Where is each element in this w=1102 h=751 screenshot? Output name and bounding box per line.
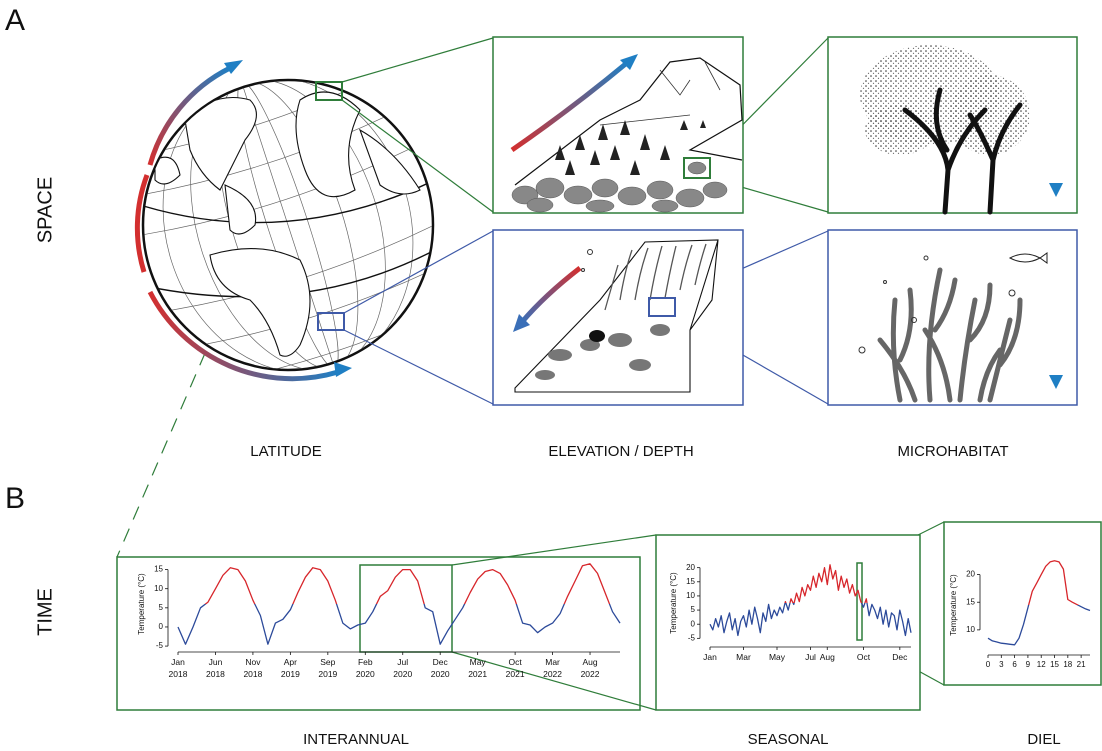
- y-axis-label: Temperature (°C): [669, 572, 678, 634]
- y-tick-label: 0: [691, 619, 696, 628]
- figure: A B SPACE TIME: [0, 0, 1102, 751]
- microhabitat-tree: [828, 37, 1077, 213]
- panel-label: A: [5, 4, 25, 37]
- x-tick-label: 21: [1077, 660, 1086, 669]
- microhabitat-seaweed: [828, 230, 1077, 405]
- x-tick-label: Feb 2020: [349, 656, 381, 680]
- y-tick-label: 5: [159, 603, 164, 612]
- y-axis-label: Temperature (°C): [949, 574, 958, 636]
- y-tick-label: -5: [156, 641, 164, 650]
- x-tick-label: Dec 2020: [424, 656, 456, 680]
- caption: ELEVATION / DEPTH: [548, 443, 693, 460]
- chart-frame: [656, 535, 920, 710]
- x-tick-label: Aug: [811, 651, 843, 663]
- globe: [77, 15, 502, 434]
- y-tick-label: 10: [966, 625, 975, 634]
- x-tick-label: Jul 2020: [387, 656, 419, 680]
- y-tick-label: 10: [154, 584, 163, 593]
- x-tick-label: Aug 2022: [574, 656, 606, 680]
- row-label: SPACE: [34, 177, 56, 243]
- caption: LATITUDE: [250, 443, 321, 460]
- y-axis-label: Temperature (°C): [137, 573, 146, 635]
- x-tick-label: 3: [999, 660, 1004, 669]
- x-tick-label: Dec: [884, 651, 916, 663]
- caption: DIEL: [1027, 731, 1060, 748]
- y-tick-label: 15: [966, 597, 975, 606]
- y-tick-label: 15: [154, 565, 163, 574]
- y-tick-label: -5: [688, 633, 696, 642]
- y-tick-label: 20: [686, 563, 695, 572]
- temperature-line: [178, 564, 620, 644]
- x-tick-label: Nov 2018: [237, 656, 269, 680]
- x-tick-label: 6: [1012, 660, 1017, 669]
- depth-illustration: [493, 230, 743, 405]
- x-tick-label: 12: [1037, 660, 1046, 669]
- x-tick-label: May: [761, 651, 793, 663]
- x-tick-label: Mar: [728, 651, 760, 663]
- y-tick-label: 10: [686, 591, 695, 600]
- x-tick-label: 18: [1063, 660, 1072, 669]
- caption: MICROHABITAT: [897, 443, 1008, 460]
- x-tick-label: 0: [986, 660, 991, 669]
- x-tick-label: Apr 2019: [274, 656, 306, 680]
- x-tick-label: 15: [1050, 660, 1059, 669]
- x-tick-label: Jun 2018: [199, 656, 231, 680]
- figure-canvas: A B SPACE TIME: [0, 0, 1102, 751]
- panel-label: B: [5, 482, 25, 515]
- elevation-illustration: [493, 37, 743, 213]
- y-tick-label: 15: [686, 577, 695, 586]
- y-tick-label: 0: [159, 622, 164, 631]
- x-tick-label: Oct: [848, 651, 880, 663]
- x-tick-label: Jan: [694, 651, 726, 663]
- x-tick-label: Sep 2019: [312, 656, 344, 680]
- x-tick-label: 9: [1026, 660, 1031, 669]
- x-tick-label: Jan 2018: [162, 656, 194, 680]
- chart-frame: [117, 557, 640, 710]
- y-tick-label: 5: [691, 605, 696, 614]
- y-tick-label: 20: [966, 570, 975, 579]
- caption: SEASONAL: [748, 731, 829, 748]
- x-tick-label: May 2021: [462, 656, 494, 680]
- caption: INTERANNUAL: [303, 731, 409, 748]
- x-tick-label: Mar 2022: [537, 656, 569, 680]
- x-tick-label: Oct 2021: [499, 656, 531, 680]
- row-label: TIME: [34, 588, 56, 636]
